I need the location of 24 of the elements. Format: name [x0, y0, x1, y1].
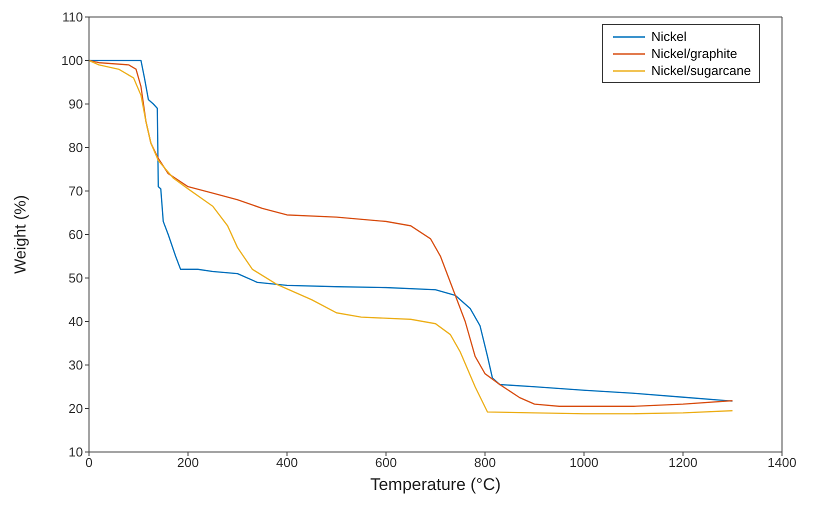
x-axis-title: Temperature (°C): [370, 475, 501, 494]
y-tick-label: 110: [62, 10, 83, 25]
x-tick-label: 200: [177, 455, 199, 470]
y-axis-title: Weight (%): [12, 195, 30, 274]
y-tick-label: 40: [68, 314, 83, 330]
y-tick-label: 10: [68, 444, 83, 460]
y-tick-label: 70: [68, 184, 83, 199]
y-tick-label: 90: [68, 96, 83, 112]
x-tick-label: 400: [276, 455, 298, 470]
legend-label: Nickel: [651, 29, 687, 44]
x-tick-label: 600: [375, 455, 397, 470]
x-tick-label: 1400: [768, 455, 796, 470]
y-tick-label: 30: [68, 358, 83, 373]
y-tick-label: 100: [61, 53, 83, 68]
x-tick-label: 0: [85, 455, 93, 470]
x-tick-label: 1000: [570, 455, 598, 470]
legend-label: Nickel/graphite: [651, 46, 738, 61]
legend-label: Nickel/sugarcane: [651, 63, 751, 78]
y-tick-label: 20: [68, 401, 83, 416]
y-tick-label: 60: [68, 227, 83, 242]
x-tick-label: 800: [474, 455, 496, 470]
y-tick-label: 80: [68, 140, 83, 156]
x-tick-label: 1200: [668, 455, 698, 470]
y-tick-label: 50: [68, 270, 83, 286]
